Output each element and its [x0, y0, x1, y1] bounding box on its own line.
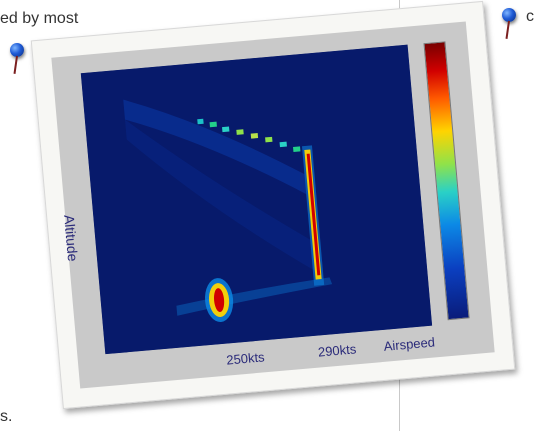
pinned-figure-card: Altitude 250kts 290kts Airspeed — [30, 0, 516, 410]
figure-frame: Altitude 250kts 290kts Airspeed — [51, 21, 495, 389]
colorbar — [423, 41, 470, 321]
y-axis-label: Altitude — [61, 214, 82, 263]
heatmap-background — [80, 44, 433, 355]
heatmap-plot-area — [80, 44, 433, 355]
x-axis-label: Airspeed — [383, 334, 436, 354]
heatmap-upper-band — [123, 99, 307, 195]
push-pin-left-icon — [10, 43, 24, 57]
x-tick-label-290: 290kts — [317, 341, 357, 360]
heatmap-mid-band — [124, 119, 320, 274]
x-tick-label-250: 250kts — [225, 349, 266, 368]
heatmap-descending-dots — [197, 118, 301, 153]
heatmap-hotspot-250 — [205, 278, 234, 323]
body-text-top: ed by most — [0, 10, 79, 27]
heatmap-svg — [80, 44, 433, 355]
heatmap-vertical-streak-290 — [301, 145, 325, 286]
body-text-right-fragment: c — [526, 8, 534, 25]
push-pin-right-icon — [502, 8, 516, 22]
body-text-bottom: s. — [0, 408, 13, 425]
